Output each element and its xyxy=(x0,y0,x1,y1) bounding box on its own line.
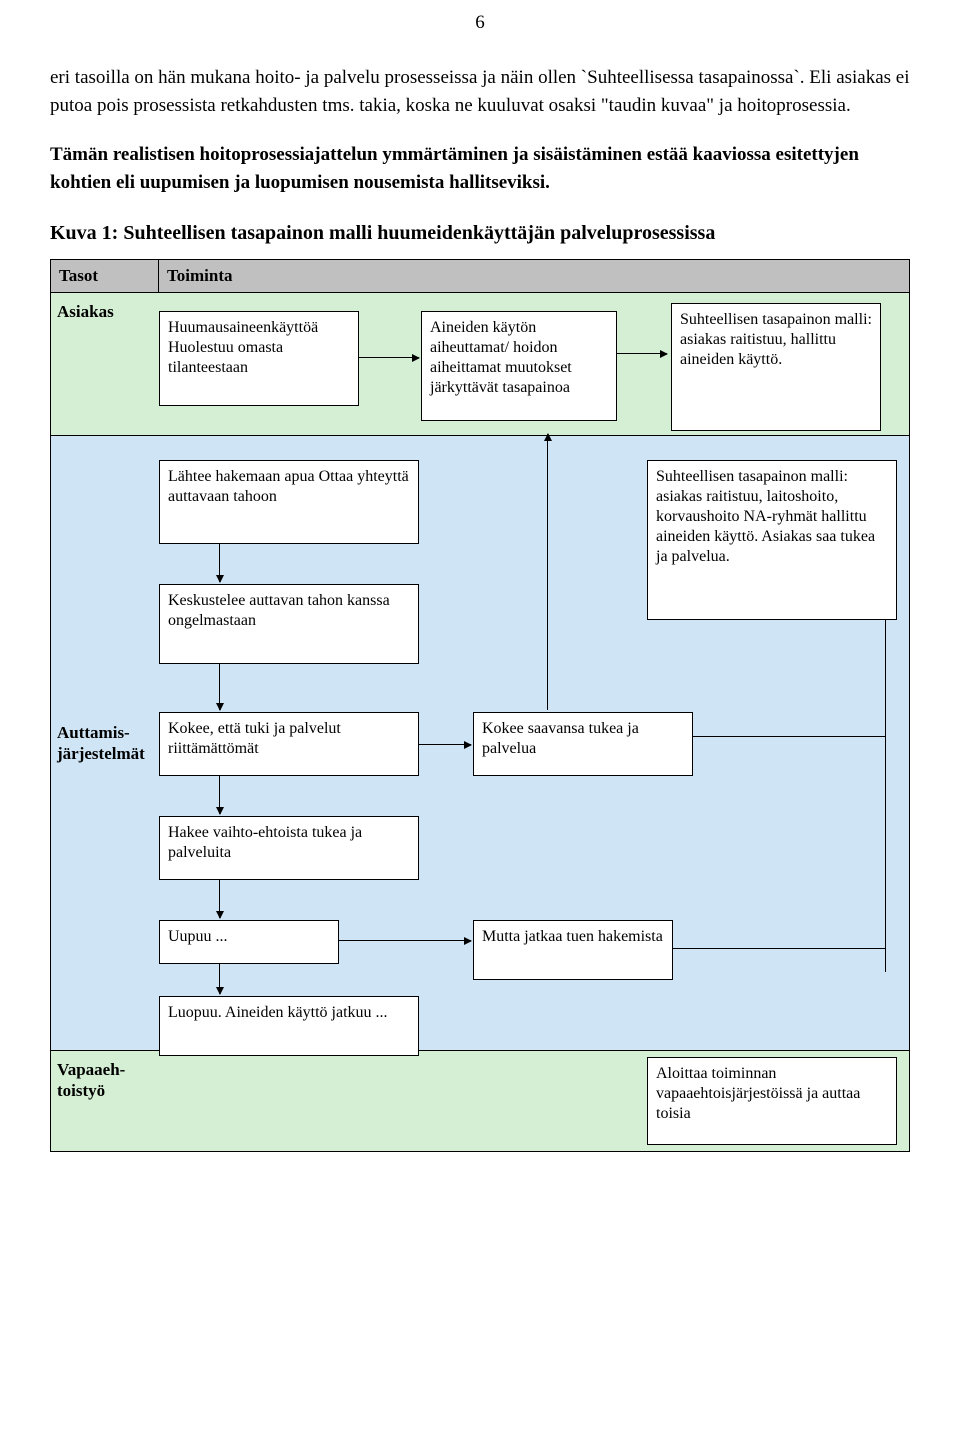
arrow-icon xyxy=(359,357,419,358)
row-label-vapaa: Vapaaeh-toistyö xyxy=(51,1051,159,1151)
box-asiakas-1: Huumausaineenkäyttöä Huolestuu omasta ti… xyxy=(159,311,359,406)
paragraph-1: eri tasoilla on hän mukana hoito- ja pal… xyxy=(50,64,910,119)
arrow-icon xyxy=(419,744,471,745)
row-body-vapaa: Aloittaa toiminnan vapaaehtoisjärjestöis… xyxy=(159,1051,909,1151)
box-auttamis-7: Kokee saavansa tukea ja palvelua xyxy=(473,712,693,776)
connector-line xyxy=(693,736,885,737)
row-label-auttamis: Auttamis-järjestelmät xyxy=(51,436,159,1050)
box-auttamis-2: Keskustelee auttavan tahon kanssa ongelm… xyxy=(159,584,419,664)
header-tasot: Tasot xyxy=(51,260,159,292)
arrow-icon xyxy=(219,544,220,582)
box-auttamis-6: Luopuu. Aineiden käyttö jatkuu ... xyxy=(159,996,419,1056)
box-auttamis-8: Mutta jatkaa tuen hakemista xyxy=(473,920,673,980)
box-vapaa-1: Aloittaa toiminnan vapaaehtoisjärjestöis… xyxy=(647,1057,897,1145)
arrow-icon xyxy=(219,664,220,710)
header-toiminta: Toiminta xyxy=(159,260,909,292)
figure-kuva1: Kuva 1: Suhteellisen tasapainon malli hu… xyxy=(50,222,910,1152)
box-auttamis-4: Hakee vaihto-ehtoista tukea ja palveluit… xyxy=(159,816,419,880)
paragraph-2: Tämän realistisen hoitoprosessiajattelun… xyxy=(50,141,910,196)
box-asiakas-2: Aineiden käytön aiheuttamat/ hoidon aihe… xyxy=(421,311,617,421)
connector-line xyxy=(673,948,885,949)
arrow-icon xyxy=(339,940,471,941)
row-body-asiakas: Huumausaineenkäyttöä Huolestuu omasta ti… xyxy=(159,293,909,435)
row-asiakas: Asiakas Huumausaineenkäyttöä Huolestuu o… xyxy=(50,293,910,436)
box-asiakas-3: Suhteellisen tasapainon malli: asiakas r… xyxy=(671,303,881,431)
row-body-auttamis: Lähtee hakemaan apua Ottaa yhteyttä autt… xyxy=(159,436,909,1050)
arrow-icon xyxy=(547,434,548,710)
row-vapaa: Vapaaeh-toistyö Aloittaa toiminnan vapaa… xyxy=(50,1051,910,1152)
figure-title: Kuva 1: Suhteellisen tasapainon malli hu… xyxy=(50,222,910,245)
table-header: Tasot Toiminta xyxy=(50,259,910,293)
row-auttamis: Auttamis-järjestelmät Lähtee hakemaan ap… xyxy=(50,436,910,1051)
box-auttamis-9: Suhteellisen tasapainon malli: asiakas r… xyxy=(647,460,897,620)
page-number: 6 xyxy=(0,0,960,64)
arrow-icon xyxy=(617,353,667,354)
body-text: eri tasoilla on hän mukana hoito- ja pal… xyxy=(0,64,960,196)
box-auttamis-5: Uupuu ... xyxy=(159,920,339,964)
box-auttamis-1: Lähtee hakemaan apua Ottaa yhteyttä autt… xyxy=(159,460,419,544)
row-label-asiakas: Asiakas xyxy=(51,293,159,435)
arrow-icon xyxy=(219,964,220,994)
box-auttamis-3: Kokee, että tuki ja palvelut riittämättö… xyxy=(159,712,419,776)
arrow-icon xyxy=(219,776,220,814)
arrow-icon xyxy=(219,880,220,918)
